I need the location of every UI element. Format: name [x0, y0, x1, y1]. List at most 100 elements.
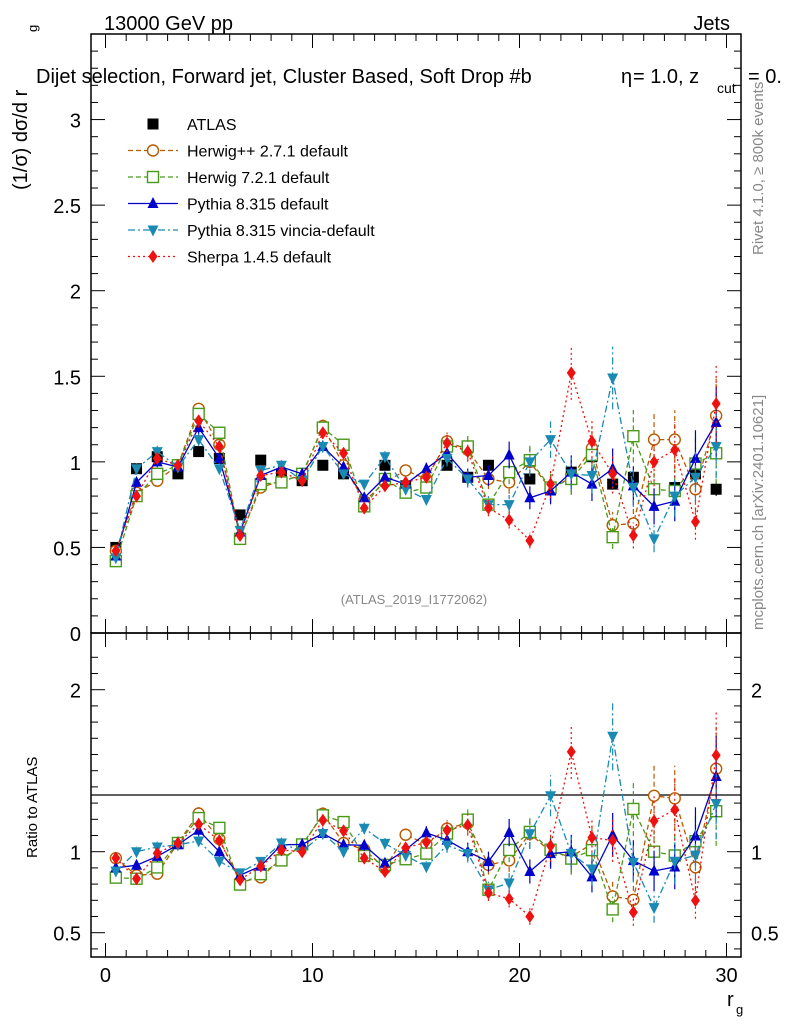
rivet-label: Rivet 4.1.0, ≥ 800k events	[750, 82, 767, 255]
energy-label: 13000 GeV pp	[104, 13, 233, 35]
main-y-tick-label: 0	[70, 624, 81, 646]
data-point	[379, 459, 391, 471]
data-point	[193, 435, 205, 447]
data-point	[566, 745, 576, 759]
data-point	[151, 467, 164, 481]
data-point	[503, 448, 515, 460]
data-point	[587, 831, 597, 845]
legend-label: Pythia 8.315 default	[187, 197, 329, 214]
data-point	[275, 854, 288, 867]
legend-label: Sherpa 1.4.5 default	[187, 250, 332, 267]
legend: ATLAS Herwig++ 2.7.1 default Herwig 7.2.1 …	[128, 117, 375, 267]
data-point	[524, 865, 536, 876]
data-point	[608, 834, 618, 848]
data-point	[503, 826, 515, 838]
data-point	[399, 464, 412, 477]
data-point	[213, 856, 225, 868]
x-tick-label: 10	[301, 965, 323, 987]
data-point	[606, 903, 619, 916]
main-y-tick-label: 2.5	[53, 196, 81, 218]
ratio-y-tick-label-right: 0.5	[751, 924, 779, 946]
data-point	[670, 803, 680, 817]
series-line	[115, 372, 717, 552]
main-y-tick-label: 0.5	[53, 538, 81, 560]
data-point	[711, 748, 721, 762]
data-point	[483, 501, 493, 515]
data-point	[441, 840, 453, 852]
data-point	[710, 483, 722, 495]
data-point	[213, 464, 225, 476]
data-point	[193, 836, 205, 848]
series-line	[115, 377, 717, 558]
data-point	[131, 847, 143, 859]
data-point	[401, 475, 411, 489]
ratio-series-5	[111, 711, 721, 926]
data-point	[193, 446, 205, 458]
data-point	[606, 530, 619, 544]
data-point	[504, 513, 514, 527]
data-point	[463, 818, 473, 832]
data-point	[276, 465, 286, 479]
data-point	[669, 856, 681, 868]
legend-item: Pythia 8.315 vincia-default	[128, 223, 375, 240]
data-point	[421, 835, 431, 849]
data-point	[711, 397, 721, 411]
data-point	[545, 791, 557, 803]
data-point	[607, 731, 619, 743]
main-series-4	[110, 346, 722, 565]
data-point	[131, 464, 143, 476]
data-point	[400, 484, 412, 496]
data-point	[565, 848, 577, 860]
data-point	[235, 873, 245, 887]
main-y-axis-label: (1/σ) dσ/d r g	[10, 25, 40, 190]
data-point	[586, 870, 598, 882]
data-point	[338, 469, 350, 481]
legend-marker	[146, 170, 160, 184]
data-point	[214, 439, 224, 453]
data-point	[359, 851, 369, 865]
legend-marker	[147, 197, 159, 208]
data-point	[358, 823, 370, 835]
x-tick-label: 20	[508, 965, 530, 987]
series-line	[115, 806, 717, 912]
data-point	[462, 848, 474, 860]
data-point	[132, 872, 142, 886]
data-point	[234, 509, 246, 521]
data-point	[420, 462, 432, 474]
data-point	[442, 436, 452, 450]
data-point	[546, 477, 556, 491]
legend-item: Herwig++ 2.7.1 default	[128, 144, 349, 161]
data-point	[255, 454, 267, 466]
data-point	[317, 829, 329, 841]
data-point	[648, 864, 660, 876]
data-point	[318, 426, 328, 440]
data-point	[421, 470, 431, 484]
data-point	[379, 470, 391, 482]
plot-subtitle: Dijet selection, Forward jet, Cluster Ba…	[36, 66, 782, 96]
data-point	[503, 500, 515, 512]
legend-item: Herwig 7.2.1 default	[128, 170, 330, 187]
data-point	[647, 789, 661, 802]
subtitle-tail: = 0.	[748, 66, 782, 88]
data-point	[586, 864, 598, 876]
main-y-label: (1/σ) dσ/d r	[10, 89, 32, 190]
data-point	[648, 534, 660, 546]
data-point	[256, 859, 266, 873]
data-point	[380, 479, 390, 493]
data-point	[297, 845, 307, 859]
data-point	[689, 850, 701, 862]
data-point	[213, 821, 226, 835]
data-point	[524, 473, 536, 485]
main-y-tick-label: 2	[70, 282, 81, 304]
data-point	[317, 441, 329, 453]
legend-label: Herwig 7.2.1 default	[187, 170, 330, 187]
data-point	[358, 491, 370, 503]
legend-marker	[147, 118, 159, 130]
data-point	[420, 847, 433, 860]
data-point	[358, 838, 370, 850]
x-label-sub: g	[736, 1002, 743, 1017]
ratio-y-tick-label-right: 2	[751, 681, 762, 703]
main-series	[109, 345, 723, 568]
data-point	[628, 905, 638, 919]
data-point	[690, 893, 700, 907]
